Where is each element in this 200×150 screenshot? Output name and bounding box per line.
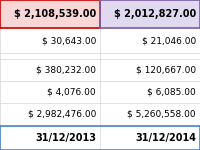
Text: $ 2,108,539.00: $ 2,108,539.00 [14, 9, 96, 19]
Bar [100, 28, 200, 53]
Text: 31/12/2013: 31/12/2013 [35, 133, 96, 143]
Text: $ 30,643.00: $ 30,643.00 [42, 36, 96, 45]
Text: $ 120,667.00: $ 120,667.00 [136, 66, 196, 75]
Bar [0, 0, 100, 28]
Text: 31/12/2014: 31/12/2014 [135, 133, 196, 143]
Text: $ 5,260,558.00: $ 5,260,558.00 [127, 110, 196, 119]
Bar [0, 53, 100, 59]
Bar [100, 103, 200, 126]
Text: $ 4,076.00: $ 4,076.00 [47, 88, 96, 97]
Bar [100, 59, 200, 81]
Bar [0, 81, 100, 103]
Text: $ 380,232.00: $ 380,232.00 [36, 66, 96, 75]
Text: $ 2,982,476.00: $ 2,982,476.00 [28, 110, 96, 119]
Bar [100, 126, 200, 150]
Bar [0, 103, 100, 126]
Text: $ 6,085.00: $ 6,085.00 [147, 88, 196, 97]
Text: $ 2,012,827.00: $ 2,012,827.00 [114, 9, 196, 19]
Bar [100, 81, 200, 103]
Text: $ 21,046.00: $ 21,046.00 [142, 36, 196, 45]
Bar [100, 0, 200, 28]
Bar [0, 59, 100, 81]
Bar [100, 53, 200, 59]
Bar [0, 126, 100, 150]
Bar [0, 28, 100, 53]
